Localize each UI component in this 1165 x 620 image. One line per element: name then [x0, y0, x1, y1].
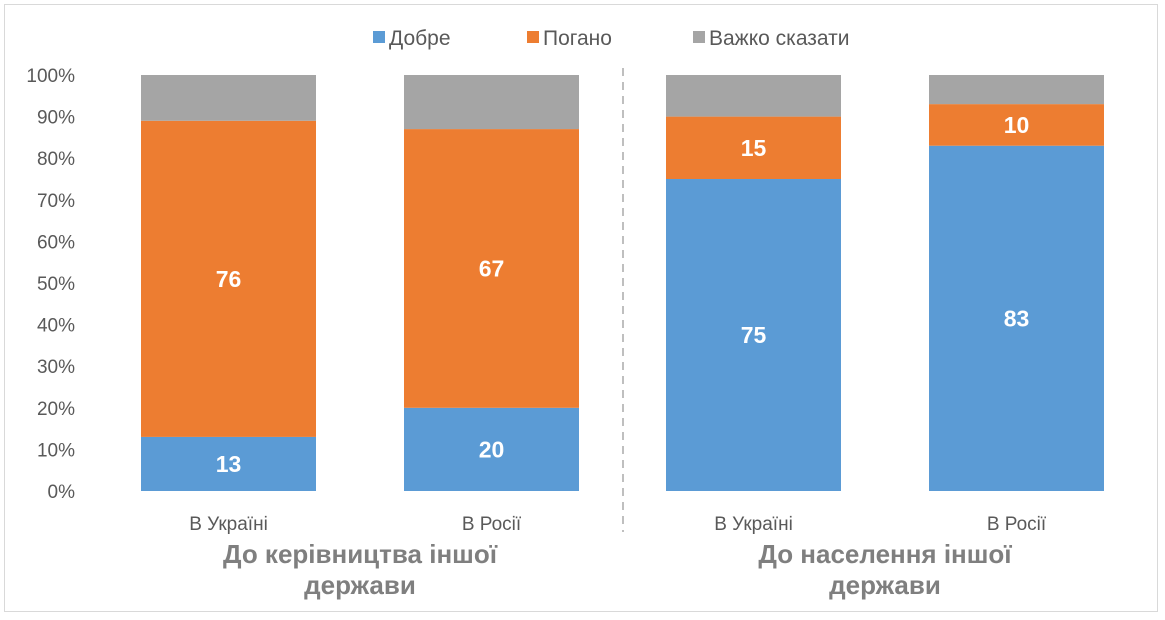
bar-segment [929, 104, 1104, 146]
y-axis: 0% 10% 20% 30% 40% 50% 60% 70% 80% 90% 100% [26, 66, 75, 503]
data-label: 15 [741, 135, 767, 161]
legend-swatch [373, 31, 385, 43]
group-label: До населення іншої [758, 539, 1012, 569]
bar-segment [404, 75, 579, 130]
legend-label: Важко сказати [709, 27, 849, 50]
data-label: 67 [479, 255, 505, 281]
legend-swatch [527, 31, 539, 43]
y-tick-label: 30% [37, 357, 75, 378]
data-label: 75 [741, 322, 767, 348]
bar-segment [141, 75, 316, 121]
legend: Добре Погано Важко сказати [373, 27, 849, 50]
bar-segment [141, 120, 316, 437]
y-tick-label: 80% [37, 149, 75, 170]
group-label: держави [829, 570, 941, 600]
legend-swatch [693, 31, 705, 43]
y-tick-label: 40% [37, 316, 75, 337]
data-label: 13 [216, 451, 242, 477]
bar-segment [404, 407, 579, 491]
bar-segment [666, 116, 841, 179]
group-label: До керівництва іншої [223, 539, 498, 569]
category-label: В Україні [189, 514, 268, 535]
x-axis: В Україні В Росії В Україні В Росії До керів… [189, 514, 1047, 600]
legend-label: Добре [389, 27, 451, 50]
data-label: 83 [1004, 305, 1030, 331]
category-label: В Україні [714, 514, 793, 535]
category-label: В Росії [462, 514, 522, 535]
data-label: 76 [216, 266, 242, 292]
bars: 13 76 20 67 75 15 83 10 [141, 75, 1104, 491]
data-label: 20 [479, 436, 505, 462]
legend-label: Погано [543, 27, 612, 50]
bar-segment [929, 145, 1104, 491]
data-label: 10 [1004, 112, 1030, 138]
bar-segment [404, 129, 579, 408]
group-label: держави [304, 570, 416, 600]
bar-segment [929, 75, 1104, 105]
bar-segment [141, 436, 316, 491]
y-tick-label: 10% [37, 440, 75, 461]
y-tick-label: 70% [37, 191, 75, 212]
y-tick-label: 100% [26, 66, 75, 87]
y-tick-label: 20% [37, 399, 75, 420]
y-tick-label: 0% [48, 482, 76, 503]
y-tick-label: 50% [37, 274, 75, 295]
y-tick-label: 90% [37, 108, 75, 129]
bar-segment [666, 179, 841, 491]
y-tick-label: 60% [37, 232, 75, 253]
category-label: В Росії [987, 514, 1047, 535]
bar-segment [666, 75, 841, 117]
